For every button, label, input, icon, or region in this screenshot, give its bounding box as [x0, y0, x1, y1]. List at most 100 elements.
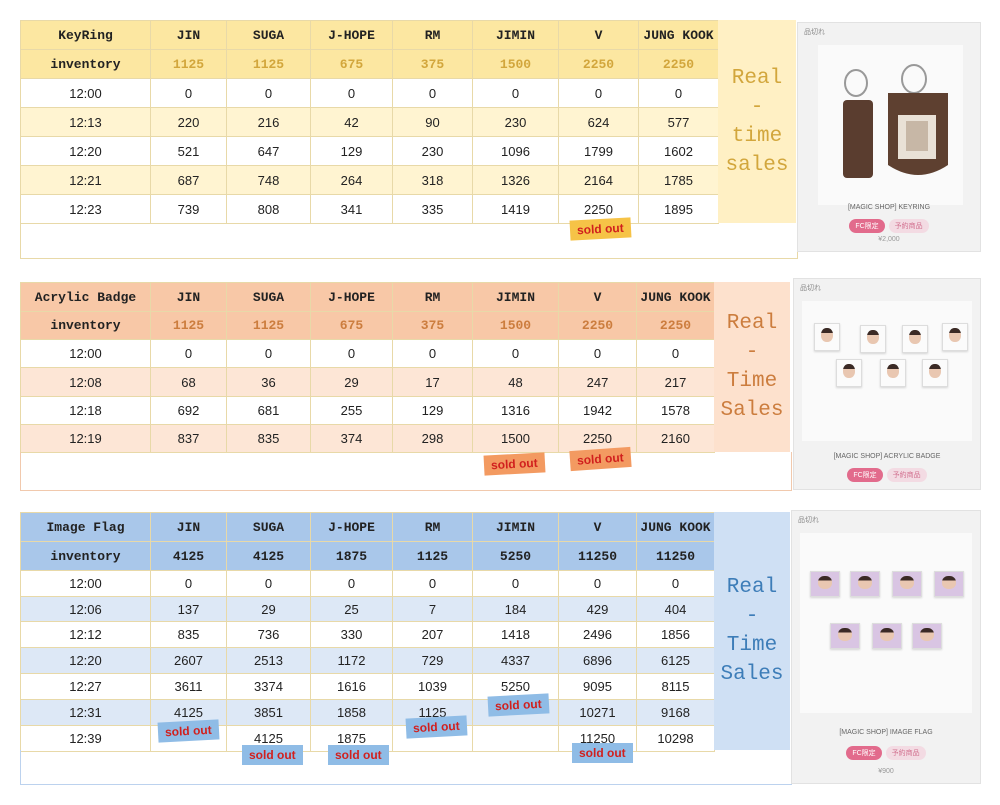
sold-out-badge: sold out — [569, 446, 632, 472]
value-cell: 230 — [472, 107, 559, 137]
value-cell: 1856 — [636, 621, 715, 648]
time-cell: 12:23 — [20, 194, 151, 224]
value-cell: 837 — [150, 424, 227, 453]
value-cell: 207 — [392, 621, 473, 648]
column-header: JIMIN — [472, 20, 559, 50]
column-header: J-HOPE — [310, 20, 393, 50]
inventory-cell: 2250 — [558, 311, 637, 340]
product-card-acrylic-badge: 品切れ [MAGIC SHOP] ACRYLIC BADGE FC限定 予約商品 — [793, 278, 981, 490]
image-flag-table: Image Flag JIN SUGA J-HOPE RM JIMIN V JU… — [20, 512, 715, 752]
keyring-section: KeyRing JIN SUGA J-HOPE RM JIMIN V JUNG … — [20, 20, 798, 259]
value-cell: 10298 — [636, 725, 715, 752]
value-cell: 0 — [226, 339, 311, 368]
value-cell: 0 — [636, 570, 715, 597]
column-header: V — [558, 512, 637, 542]
value-cell: 36 — [226, 367, 311, 397]
product-name: [MAGIC SHOP] ACRYLIC BADGE — [833, 453, 941, 460]
table-row: 12:12 835 736 330 207 1418 2496 1856 — [20, 621, 715, 648]
value-cell: 0 — [310, 339, 393, 368]
time-cell: 12:20 — [20, 647, 151, 674]
flag-thumbnail — [830, 623, 860, 649]
fc-limited-badge: FC限定 — [846, 746, 882, 760]
sold-out-badge: sold out — [569, 217, 632, 241]
time-cell: 12:08 — [20, 367, 151, 397]
sold-out-badge: sold out — [572, 743, 633, 763]
column-header: JIN — [150, 20, 227, 50]
table-row: 12:18 692 681 255 129 1316 1942 1578 — [20, 396, 715, 425]
inventory-cell: 1875 — [310, 541, 393, 571]
value-cell: 29 — [310, 367, 393, 397]
badge-thumbnail — [902, 325, 928, 353]
table-row: 12:20 2607 2513 1172 729 4337 6896 6125 — [20, 647, 715, 674]
preorder-badge: 予約商品 — [885, 746, 926, 760]
value-cell: 9168 — [636, 699, 715, 726]
value-cell: 4337 — [472, 647, 559, 674]
flag-thumbnail — [934, 571, 964, 597]
column-header: JIN — [150, 512, 227, 542]
table-row: 12:21 687 748 264 318 1326 2164 1785 — [20, 165, 719, 195]
time-cell: 12:19 — [20, 424, 151, 453]
column-header: JUNG KOOK — [636, 512, 715, 542]
sold-out-badge: sold out — [483, 452, 546, 476]
column-header: SUGA — [226, 20, 311, 50]
value-cell: 42 — [310, 107, 393, 137]
value-cell: 1096 — [472, 136, 559, 166]
table-row: 12:00 0 0 0 0 0 0 0 — [20, 339, 715, 368]
value-cell: 835 — [150, 621, 227, 648]
value-cell: 2496 — [558, 621, 637, 648]
value-cell: 0 — [636, 339, 715, 368]
image-flag-image — [800, 533, 972, 713]
value-cell: 247 — [558, 367, 637, 397]
inventory-cell: 1125 — [392, 541, 473, 571]
table-row: 12:00 0 0 0 0 0 0 0 — [20, 570, 715, 597]
value-cell: 341 — [310, 194, 393, 224]
real-time-sales-label: Real - Time Sales — [714, 512, 790, 750]
value-cell: 255 — [310, 396, 393, 425]
value-cell: 1616 — [310, 673, 393, 700]
sold-out-tag: 品切れ — [804, 29, 825, 36]
value-cell: 647 — [226, 136, 311, 166]
sold-out-badge: sold out — [328, 745, 389, 765]
value-cell: 748 — [226, 165, 311, 195]
value-cell: 129 — [310, 136, 393, 166]
time-cell: 12:12 — [20, 621, 151, 648]
table-row: 12:20 521 647 129 230 1096 1799 1602 — [20, 136, 719, 166]
time-cell: 12:13 — [20, 107, 151, 137]
value-cell: 3611 — [150, 673, 227, 700]
inventory-label: inventory — [20, 49, 151, 79]
sold-out-tag: 品切れ — [798, 517, 819, 524]
column-header: J-HOPE — [310, 512, 393, 542]
value-cell: 0 — [472, 78, 559, 108]
table-title: KeyRing — [20, 20, 151, 50]
table-title: Image Flag — [20, 512, 151, 542]
value-cell: 739 — [150, 194, 227, 224]
value-cell: 404 — [636, 596, 715, 622]
sold-out-tag: 品切れ — [800, 285, 821, 292]
value-cell: 1419 — [472, 194, 559, 224]
table-row: 12:23 739 808 341 335 1419 2250 1895 — [20, 194, 719, 224]
value-cell: 230 — [392, 136, 473, 166]
inventory-cell: 1125 — [150, 311, 227, 340]
side-label-line: Real — [726, 312, 778, 335]
value-cell: 264 — [310, 165, 393, 195]
side-label-line: Time — [726, 634, 778, 657]
inventory-row: inventory 4125 4125 1875 1125 5250 11250… — [20, 541, 715, 571]
side-label-line: Time — [726, 370, 778, 393]
value-cell: 2513 — [226, 647, 311, 674]
value-cell: 681 — [226, 396, 311, 425]
real-time-sales-label: Real - time sales — [718, 20, 796, 223]
value-cell: 2607 — [150, 647, 227, 674]
keyring-table: KeyRing JIN SUGA J-HOPE RM JIMIN V JUNG … — [20, 20, 719, 224]
value-cell: 0 — [310, 570, 393, 597]
value-cell: 692 — [150, 396, 227, 425]
product-price: ¥2,000 — [878, 236, 900, 243]
value-cell: 48 — [472, 367, 559, 397]
flag-thumbnail — [912, 623, 942, 649]
sold-out-badge: sold out — [487, 693, 550, 717]
side-label-line: Real — [726, 576, 778, 599]
badge-thumbnail — [922, 359, 948, 387]
column-header: JIMIN — [472, 282, 559, 312]
value-cell: 220 — [150, 107, 227, 137]
value-cell: 577 — [638, 107, 719, 137]
value-cell: 1858 — [310, 699, 393, 726]
